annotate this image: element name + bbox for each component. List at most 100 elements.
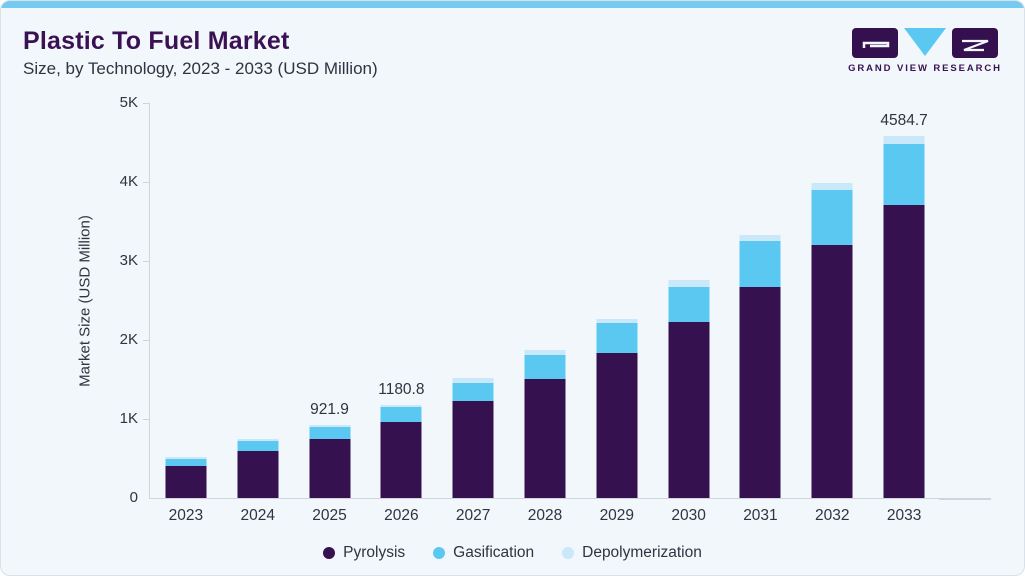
x-tick-label-2032: 2032 — [815, 507, 850, 524]
x-tick-label-2033: 2033 — [886, 507, 922, 524]
stacked-bar-2031 — [739, 234, 781, 498]
stacked-bar-2032 — [811, 183, 853, 498]
bar-segment-pyrolysis-2032 — [811, 244, 853, 498]
gvr-logo-icon — [852, 28, 998, 58]
x-tick-label-2026: 2026 — [384, 507, 419, 524]
x-tick-label-2028: 2028 — [527, 507, 563, 524]
bar-segment-pyrolysis-2030 — [668, 322, 710, 498]
bar-segment-gasification-2033 — [883, 143, 925, 205]
bar-group-2024: 2024 — [222, 104, 294, 524]
y-tick-mark-5K — [143, 102, 150, 104]
bar-total-label-2025: 921.9 — [310, 401, 349, 419]
x-tick-label-2024: 2024 — [240, 507, 275, 524]
bar-segment-depolymerization-2024 — [237, 439, 279, 441]
x-tick-label-2027: 2027 — [455, 507, 491, 524]
y-tick-mark-4K — [143, 181, 150, 183]
stacked-bar-2029 — [596, 318, 638, 498]
bar-group-2028: 2028 — [509, 104, 581, 524]
stacked-bar-2027 — [452, 378, 494, 498]
bar-segment-pyrolysis-2023 — [165, 466, 207, 498]
bar-segment-pyrolysis-2024 — [237, 450, 279, 498]
y-tick-label-1K: 1K — [119, 410, 138, 427]
bar-segment-gasification-2032 — [811, 190, 853, 245]
bar-group-2030: 2030 — [653, 104, 725, 524]
legend-item-pyrolysis: Pyrolysis — [323, 544, 405, 562]
legend-dot-gasification — [433, 547, 446, 559]
stacked-bar-2026 — [380, 404, 422, 498]
bar-group-2031: 2031 — [725, 104, 797, 524]
bar-segment-gasification-2031 — [739, 241, 781, 287]
bar-segment-depolymerization-2032 — [811, 183, 853, 191]
bar-segment-gasification-2028 — [524, 354, 566, 380]
stacked-bar-2028 — [524, 350, 566, 498]
bar-segment-pyrolysis-2029 — [596, 353, 638, 498]
x-tick-label-2030: 2030 — [671, 507, 706, 524]
bar-segment-depolymerization-2028 — [524, 350, 566, 355]
bar-segment-pyrolysis-2025 — [309, 439, 351, 498]
bar-segment-depolymerization-2033 — [883, 135, 925, 144]
y-tick-label-5K: 5K — [119, 94, 138, 111]
bar-segment-depolymerization-2031 — [739, 234, 781, 242]
top-accent-bar — [1, 1, 1024, 8]
chart-legend: Pyrolysis Gasification Depolymerization — [1, 544, 1024, 562]
legend-item-depolymerization: Depolymerization — [562, 544, 702, 562]
bar-segment-depolymerization-2027 — [452, 378, 494, 383]
y-tick-label-0: 0 — [129, 489, 138, 506]
legend-dot-depolymerization — [562, 547, 575, 559]
plot-area: 0 1K 2K 3K 4K 5K 2023 2024 921.9 2025 1180.8 2026 20… — [120, 94, 991, 524]
y-tick-mark-2K — [143, 339, 150, 341]
legend-label: Gasification — [453, 544, 535, 561]
legend-label: Depolymerization — [582, 544, 702, 561]
bar-segment-pyrolysis-2028 — [524, 379, 566, 498]
x-tick-label-2023: 2023 — [168, 507, 204, 524]
bar-group-2025: 921.9 2025 — [294, 104, 366, 524]
y-tick-label-2K: 2K — [119, 331, 138, 348]
bar-segment-depolymerization-2030 — [668, 280, 710, 288]
stacked-bar-2033 — [883, 135, 925, 498]
bar-segment-depolymerization-2029 — [596, 318, 638, 324]
x-tick-label-2029: 2029 — [599, 507, 635, 524]
bar-segment-depolymerization-2026 — [380, 404, 422, 407]
bar-group-2033: 4584.7 2033 — [868, 104, 940, 524]
x-axis-line-extension — [939, 498, 991, 500]
bar-segment-gasification-2027 — [452, 382, 494, 402]
y-axis-title: Market Size (USD Million) — [76, 215, 94, 387]
bar-group-2032: 2032 — [796, 104, 868, 524]
bar-group-2029: 2029 — [581, 104, 653, 524]
stacked-bar-2024 — [237, 439, 279, 498]
legend-label: Pyrolysis — [343, 544, 406, 561]
bar-segment-gasification-2029 — [596, 323, 638, 354]
x-tick-label-2025: 2025 — [312, 507, 347, 524]
legend-dot-pyrolysis — [323, 547, 336, 559]
y-tick-label-3K: 3K — [119, 252, 138, 269]
y-tick-mark-3K — [143, 260, 150, 262]
bar-segment-gasification-2026 — [380, 406, 422, 422]
bar-group-2026: 1180.8 2026 — [365, 104, 437, 524]
page-title: Plastic To Fuel Market — [23, 27, 290, 55]
bar-group-2023: 2023 — [150, 104, 222, 524]
x-tick-label-2031: 2031 — [743, 507, 778, 524]
bar-segment-gasification-2025 — [309, 427, 351, 439]
bar-total-label-2026: 1180.8 — [378, 380, 425, 398]
bar-segment-gasification-2023 — [165, 459, 207, 467]
bar-segment-pyrolysis-2027 — [452, 401, 494, 498]
bar-total-label-2033: 4584.7 — [880, 111, 928, 129]
y-tick-label-4K: 4K — [119, 173, 138, 190]
legend-item-gasification: Gasification — [433, 544, 534, 562]
stacked-bar-2025 — [309, 425, 351, 498]
brand-logo: GRAND VIEW RESEARCH — [848, 27, 1002, 74]
stacked-bar-2030 — [668, 280, 710, 498]
stacked-bar-2023 — [165, 457, 207, 498]
bar-segment-pyrolysis-2033 — [883, 204, 925, 498]
bar-segment-pyrolysis-2031 — [739, 287, 781, 498]
bar-segment-gasification-2030 — [668, 287, 710, 323]
brand-name: GRAND VIEW RESEARCH — [848, 63, 1002, 74]
bar-segment-depolymerization-2025 — [309, 425, 351, 428]
bar-segment-depolymerization-2023 — [165, 457, 207, 460]
bar-segment-pyrolysis-2026 — [380, 421, 422, 498]
bar-group-2027: 2027 — [437, 104, 509, 524]
bar-segment-gasification-2024 — [237, 440, 279, 451]
page-subtitle: Size, by Technology, 2023 - 2033 (USD Mi… — [23, 59, 378, 78]
y-tick-mark-1K — [143, 418, 150, 420]
